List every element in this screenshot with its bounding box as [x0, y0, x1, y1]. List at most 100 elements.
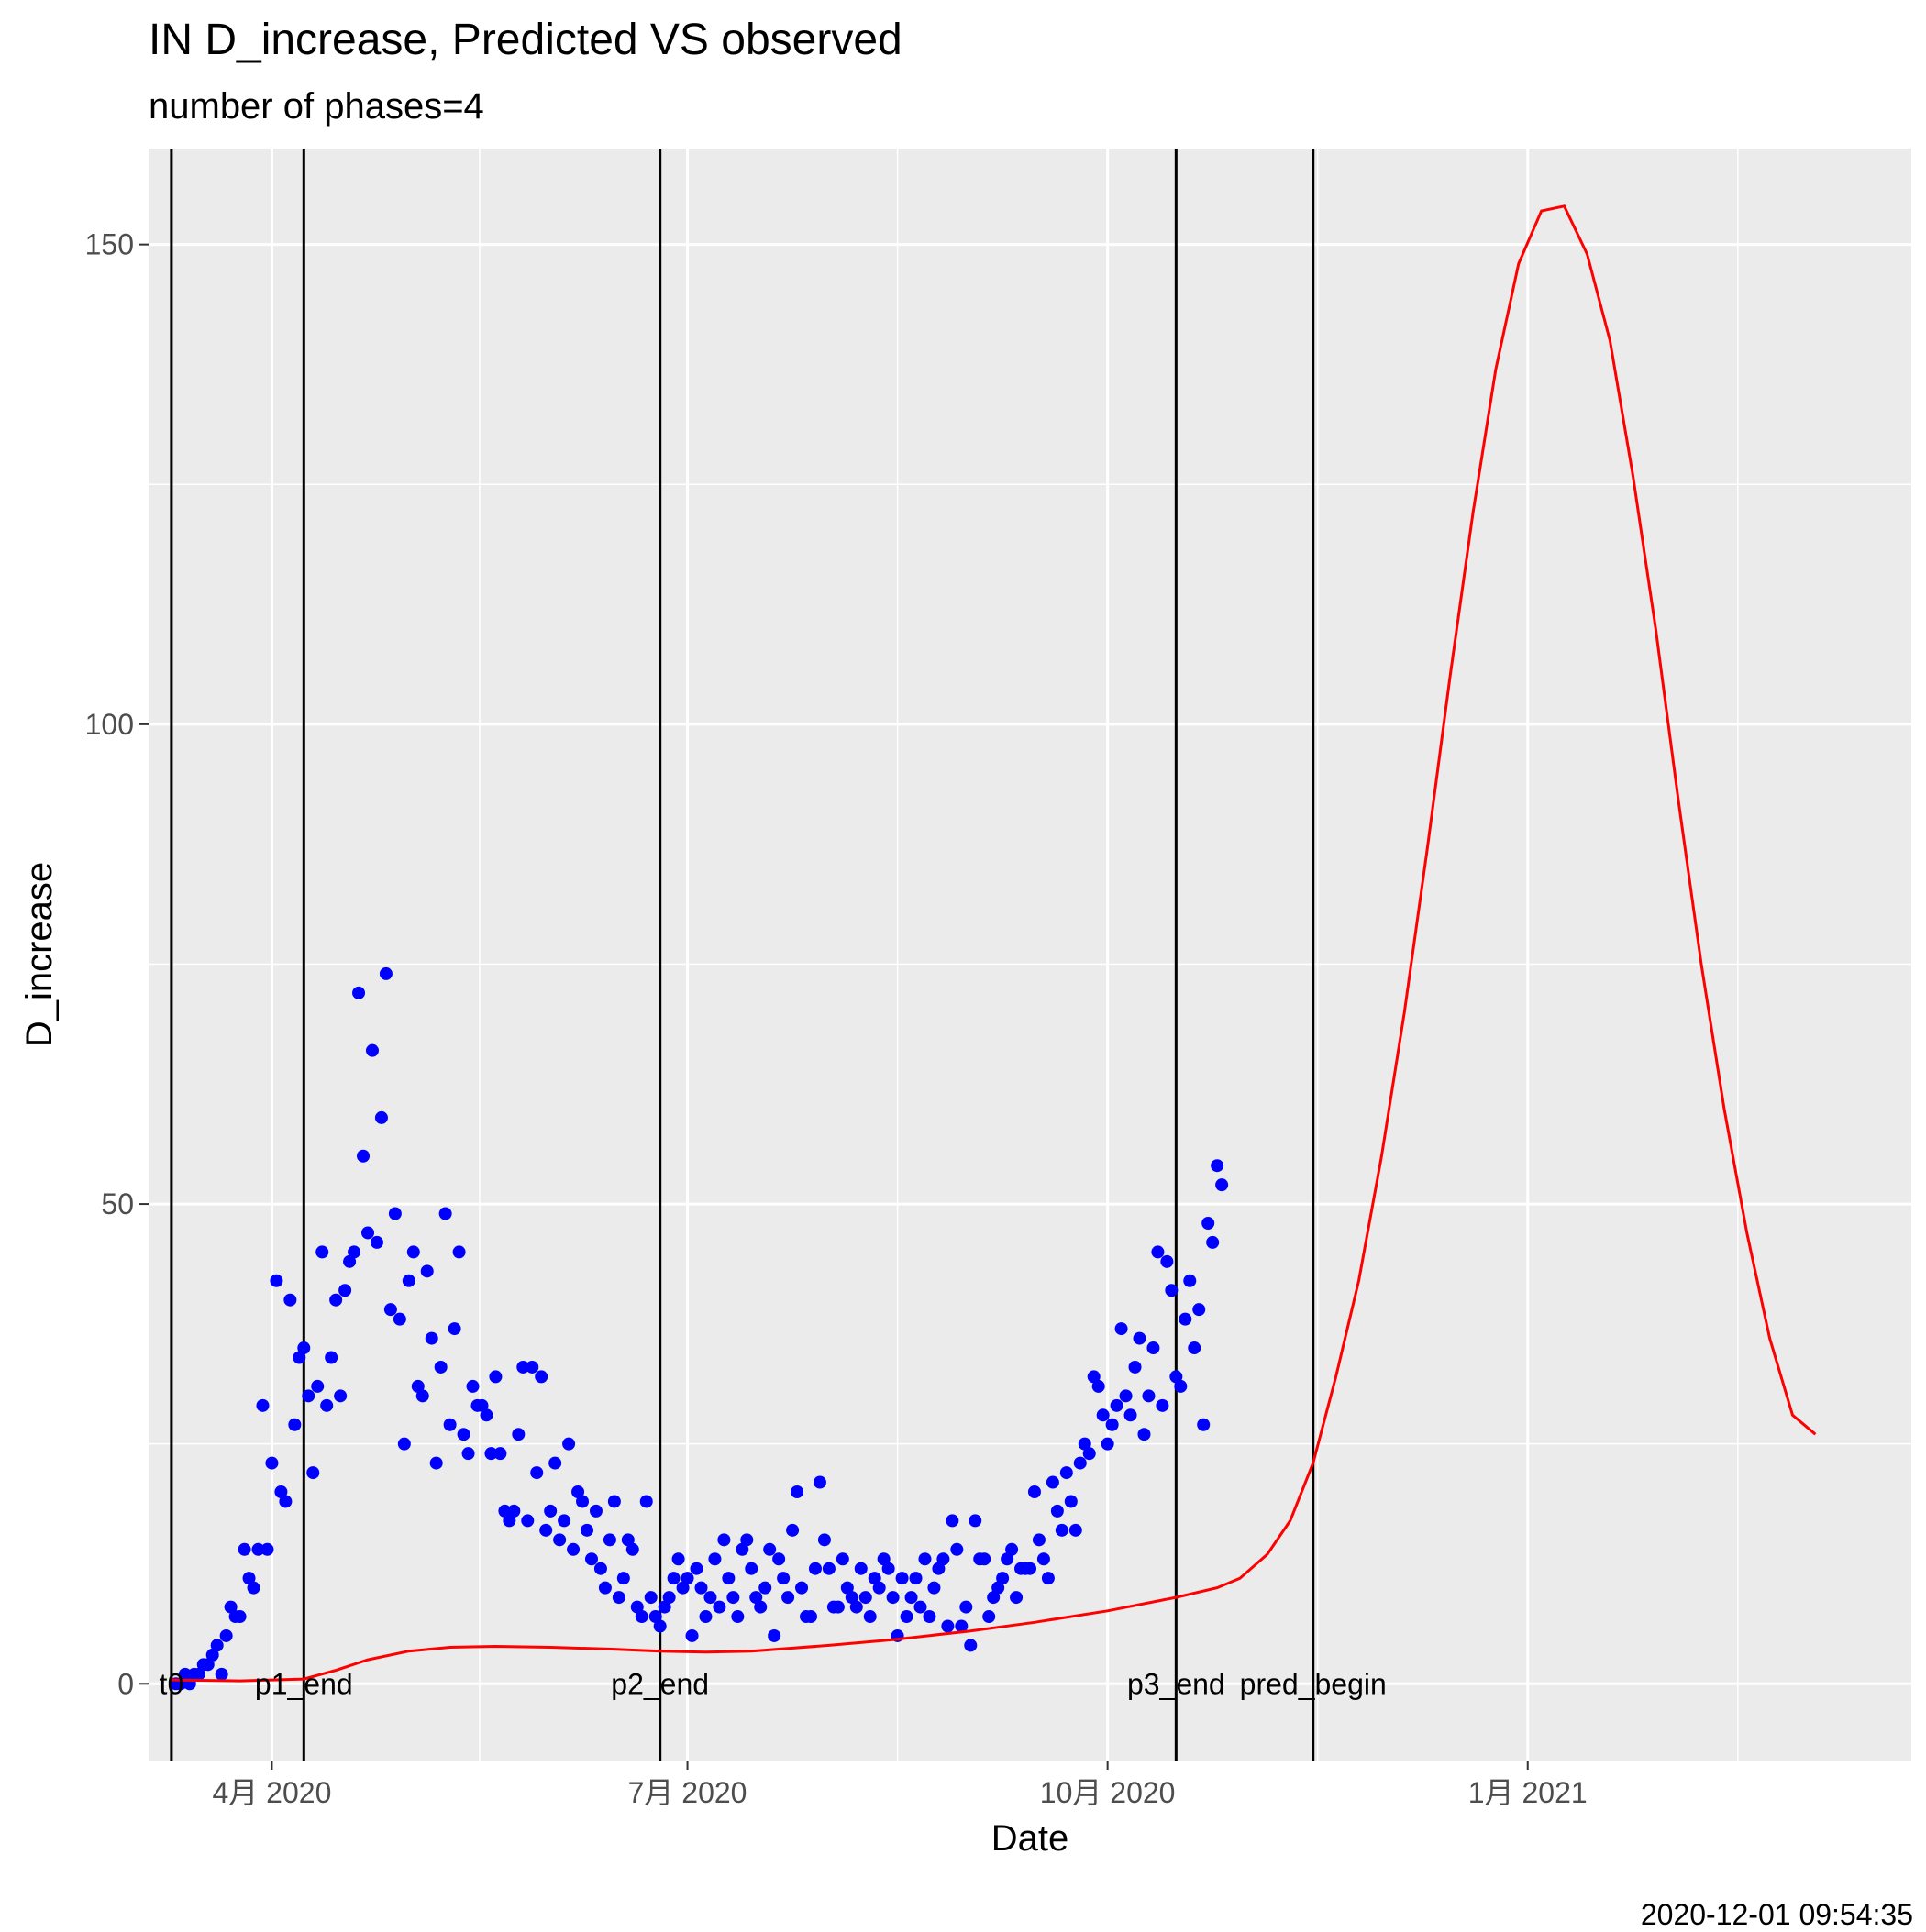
observed-point	[900, 1610, 913, 1624]
observed-point	[932, 1562, 946, 1575]
observed-point	[1046, 1475, 1059, 1489]
observed-point	[768, 1628, 781, 1642]
observed-point	[991, 1581, 1005, 1595]
observed-point	[955, 1619, 969, 1633]
observed-point	[251, 1542, 265, 1556]
x-tick-label: 4月 2020	[212, 1776, 331, 1809]
observed-point	[293, 1351, 306, 1364]
observed-point	[361, 1226, 375, 1240]
observed-point	[964, 1639, 978, 1652]
observed-point	[503, 1514, 516, 1528]
plot-panel	[149, 149, 1911, 1761]
observed-point	[1133, 1331, 1146, 1345]
phase-label-p1_end: p1_end	[255, 1667, 353, 1700]
observed-point	[438, 1207, 452, 1220]
observed-point	[512, 1428, 526, 1441]
observed-point	[913, 1600, 927, 1614]
observed-point	[247, 1581, 260, 1595]
observed-point	[1211, 1159, 1224, 1173]
observed-point	[210, 1639, 224, 1652]
observed-point	[320, 1398, 334, 1412]
observed-point	[868, 1572, 881, 1585]
y-axis-label: D_increase	[19, 862, 60, 1047]
chart-title: IN D_increase, Predicted VS observed	[149, 16, 902, 64]
observed-point	[603, 1533, 616, 1547]
observed-point	[1010, 1591, 1024, 1605]
observed-point	[265, 1456, 279, 1470]
x-tick-label: 7月 2020	[628, 1776, 747, 1809]
observed-point	[950, 1542, 964, 1556]
observed-point	[713, 1600, 726, 1614]
observed-point	[658, 1600, 671, 1614]
observed-point	[370, 1235, 383, 1249]
observed-point	[772, 1552, 786, 1566]
observed-point	[178, 1667, 192, 1681]
observed-point	[311, 1379, 325, 1393]
observed-point	[521, 1514, 535, 1528]
observed-point	[803, 1610, 817, 1624]
observed-point	[388, 1207, 402, 1220]
observed-point	[1105, 1418, 1119, 1431]
observed-point	[279, 1495, 293, 1508]
observed-point	[406, 1245, 420, 1259]
observed-point	[822, 1562, 836, 1575]
observed-point	[260, 1542, 274, 1556]
observed-point	[886, 1591, 900, 1605]
observed-point	[1073, 1456, 1087, 1470]
observed-point	[982, 1610, 996, 1624]
observed-point	[334, 1389, 348, 1403]
observed-point	[1114, 1322, 1128, 1336]
observed-point	[498, 1504, 512, 1518]
observed-point	[457, 1428, 470, 1441]
observed-point	[831, 1600, 845, 1614]
observed-point	[1101, 1437, 1114, 1451]
observed-point	[348, 1245, 361, 1259]
observed-point	[475, 1398, 489, 1412]
observed-point	[452, 1245, 466, 1259]
observed-point	[571, 1485, 585, 1498]
observed-point	[1179, 1312, 1192, 1326]
observed-point	[535, 1370, 548, 1384]
observed-point	[840, 1581, 854, 1595]
observed-point	[671, 1552, 685, 1566]
observed-point	[530, 1466, 544, 1480]
observed-point	[1087, 1370, 1101, 1384]
observed-point	[1001, 1552, 1014, 1566]
observed-point	[607, 1495, 621, 1508]
predicted-line	[171, 204, 1817, 1683]
observed-point	[1059, 1466, 1073, 1480]
observed-point	[306, 1466, 320, 1480]
phase-labels: t0 p1_end p2_end p3_end pred_begin	[160, 1667, 1387, 1700]
observed-point	[817, 1533, 831, 1547]
observed-point	[516, 1360, 530, 1374]
observed-point	[593, 1562, 607, 1575]
observed-point	[256, 1398, 270, 1412]
x-axis-label: Date	[991, 1818, 1069, 1859]
observed-point	[699, 1610, 713, 1624]
grid-lines	[149, 149, 1911, 1761]
observed-point	[763, 1542, 777, 1556]
observed-point	[703, 1591, 717, 1605]
observed-point	[1160, 1254, 1174, 1268]
observed-point	[205, 1648, 219, 1662]
observed-point	[548, 1456, 562, 1470]
observed-point	[1096, 1408, 1110, 1422]
y-tick-label: 50	[101, 1187, 134, 1220]
observed-point	[466, 1379, 480, 1393]
observed-point	[694, 1581, 708, 1595]
observed-point	[863, 1610, 877, 1624]
observed-point	[1183, 1274, 1197, 1287]
observed-point	[302, 1389, 315, 1403]
phase-label-p2_end: p2_end	[611, 1667, 709, 1700]
observed-point	[1192, 1303, 1206, 1317]
observed-point	[411, 1379, 425, 1393]
observed-point	[576, 1495, 590, 1508]
observed-point	[374, 1110, 388, 1124]
observed-point	[612, 1591, 625, 1605]
observed-point	[1174, 1379, 1188, 1393]
observed-point	[639, 1495, 653, 1508]
observed-point	[927, 1581, 941, 1595]
observed-point	[836, 1552, 849, 1566]
x-tick-label: 10月 2020	[1040, 1776, 1176, 1809]
observed-point	[288, 1418, 302, 1431]
